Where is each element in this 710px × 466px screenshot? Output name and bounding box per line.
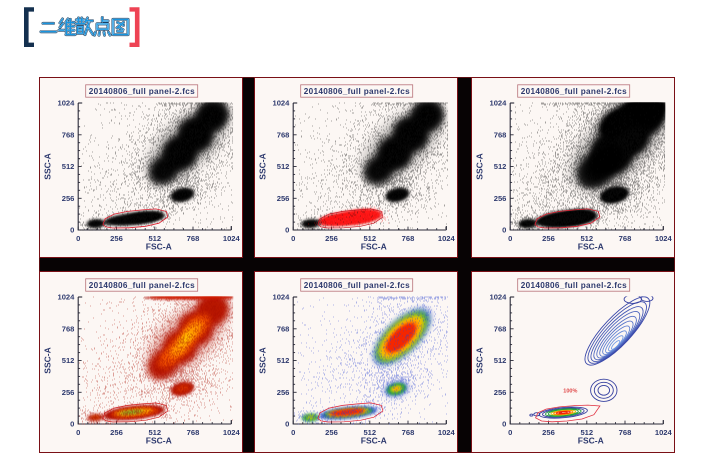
svg-text:1024: 1024 <box>438 234 456 243</box>
svg-text:0: 0 <box>508 234 512 243</box>
svg-text:0: 0 <box>285 226 289 235</box>
svg-text:768: 768 <box>62 130 75 139</box>
svg-text:FSC-A: FSC-A <box>578 436 604 446</box>
svg-text:1024: 1024 <box>489 99 507 108</box>
svg-text:20140806_full panel-2.fcs: 20140806_full panel-2.fcs <box>521 87 627 96</box>
svg-text:512: 512 <box>494 162 507 171</box>
svg-text:256: 256 <box>277 388 290 397</box>
svg-text:256: 256 <box>542 234 555 243</box>
svg-text:512: 512 <box>363 428 376 437</box>
svg-text:1024: 1024 <box>57 293 75 302</box>
svg-text:768: 768 <box>62 324 75 333</box>
svg-text:1024: 1024 <box>223 428 241 437</box>
svg-text:256: 256 <box>325 234 338 243</box>
svg-text:FSC-A: FSC-A <box>146 242 172 252</box>
svg-text:1024: 1024 <box>655 234 673 243</box>
svg-text:256: 256 <box>62 194 75 203</box>
svg-text:256: 256 <box>325 428 338 437</box>
svg-text:0: 0 <box>502 420 506 429</box>
svg-text:20140806_full panel-2.fcs: 20140806_full panel-2.fcs <box>89 281 195 290</box>
svg-text:1024: 1024 <box>489 293 507 302</box>
svg-text:1024: 1024 <box>438 428 456 437</box>
svg-text:20140806_full panel-2.fcs: 20140806_full panel-2.fcs <box>304 281 410 290</box>
svg-text:768: 768 <box>494 130 507 139</box>
svg-text:768: 768 <box>619 428 632 437</box>
svg-text:SSC-A: SSC-A <box>43 153 53 179</box>
svg-text:FSC-A: FSC-A <box>361 436 387 446</box>
svg-text:0: 0 <box>76 428 80 437</box>
svg-text:512: 512 <box>494 356 507 365</box>
svg-text:512: 512 <box>363 234 376 243</box>
svg-text:768: 768 <box>187 234 200 243</box>
svg-text:256: 256 <box>110 428 123 437</box>
svg-text:256: 256 <box>277 194 290 203</box>
svg-text:256: 256 <box>542 428 555 437</box>
svg-text:0: 0 <box>508 428 512 437</box>
svg-text:FSC-A: FSC-A <box>578 242 604 252</box>
svg-text:512: 512 <box>148 428 161 437</box>
svg-text:256: 256 <box>494 388 507 397</box>
svg-text:256: 256 <box>62 388 75 397</box>
svg-text:20140806_full panel-2.fcs: 20140806_full panel-2.fcs <box>89 87 195 96</box>
svg-text:768: 768 <box>619 234 632 243</box>
svg-text:SSC-A: SSC-A <box>475 153 485 179</box>
svg-text:768: 768 <box>402 234 415 243</box>
svg-text:256: 256 <box>494 194 507 203</box>
svg-text:1024: 1024 <box>272 293 290 302</box>
svg-text:0: 0 <box>70 226 74 235</box>
svg-text:768: 768 <box>494 324 507 333</box>
svg-text:768: 768 <box>187 428 200 437</box>
svg-text:SSC-A: SSC-A <box>258 347 268 373</box>
svg-text:SSC-A: SSC-A <box>475 347 485 373</box>
svg-text:512: 512 <box>580 428 593 437</box>
svg-text:SSC-A: SSC-A <box>43 347 53 373</box>
svg-text:1024: 1024 <box>655 428 673 437</box>
svg-text:768: 768 <box>277 324 290 333</box>
svg-text:768: 768 <box>277 130 290 139</box>
svg-text:0: 0 <box>291 234 295 243</box>
svg-text:20140806_full panel-2.fcs: 20140806_full panel-2.fcs <box>304 87 410 96</box>
svg-text:256: 256 <box>110 234 123 243</box>
svg-text:20140806_full panel-2.fcs: 20140806_full panel-2.fcs <box>521 281 627 290</box>
svg-text:1024: 1024 <box>272 99 290 108</box>
svg-text:100%: 100% <box>563 389 577 395</box>
svg-text:FSC-A: FSC-A <box>361 242 387 252</box>
svg-text:768: 768 <box>402 428 415 437</box>
svg-text:FSC-A: FSC-A <box>146 436 172 446</box>
svg-text:512: 512 <box>580 234 593 243</box>
svg-text:SSC-A: SSC-A <box>258 153 268 179</box>
svg-text:512: 512 <box>62 356 75 365</box>
svg-text:512: 512 <box>62 162 75 171</box>
svg-text:0: 0 <box>502 226 506 235</box>
svg-text:1024: 1024 <box>57 99 75 108</box>
svg-text:0: 0 <box>76 234 80 243</box>
svg-text:512: 512 <box>277 162 290 171</box>
svg-text:1024: 1024 <box>223 234 241 243</box>
svg-text:512: 512 <box>277 356 290 365</box>
svg-text:0: 0 <box>70 420 74 429</box>
svg-text:0: 0 <box>291 428 295 437</box>
svg-text:0: 0 <box>285 420 289 429</box>
svg-text:512: 512 <box>148 234 161 243</box>
